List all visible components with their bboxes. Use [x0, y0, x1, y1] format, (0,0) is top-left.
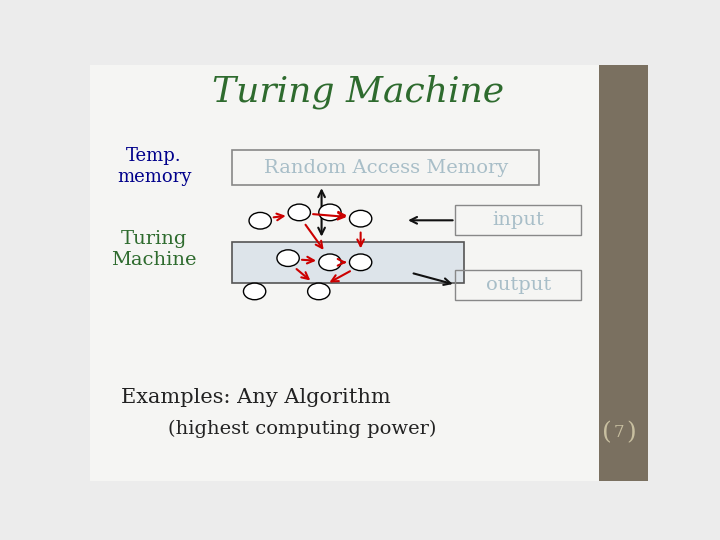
- Bar: [456, 270, 581, 300]
- Circle shape: [307, 283, 330, 300]
- Text: input: input: [492, 211, 544, 230]
- Text: Turing Machine: Turing Machine: [212, 75, 504, 109]
- Text: Turing: Turing: [121, 231, 187, 248]
- Circle shape: [249, 212, 271, 229]
- Circle shape: [277, 250, 300, 266]
- Text: output: output: [486, 276, 551, 294]
- Text: (highest computing power): (highest computing power): [168, 420, 436, 438]
- Circle shape: [349, 254, 372, 271]
- Bar: [233, 150, 539, 185]
- Circle shape: [319, 254, 341, 271]
- Circle shape: [243, 283, 266, 300]
- Text: Temp.
memory: Temp. memory: [117, 147, 192, 186]
- Bar: [456, 205, 581, 235]
- Circle shape: [349, 211, 372, 227]
- Text: 7: 7: [613, 424, 624, 441]
- Text: Examples: Any Algorithm: Examples: Any Algorithm: [121, 388, 390, 407]
- Circle shape: [319, 204, 341, 221]
- Bar: [599, 65, 648, 481]
- Text: Machine: Machine: [112, 251, 197, 269]
- Circle shape: [288, 204, 310, 221]
- Text: Random Access Memory: Random Access Memory: [264, 159, 508, 177]
- Bar: [233, 241, 464, 283]
- Text: ): ): [626, 421, 636, 444]
- Text: (: (: [602, 421, 612, 444]
